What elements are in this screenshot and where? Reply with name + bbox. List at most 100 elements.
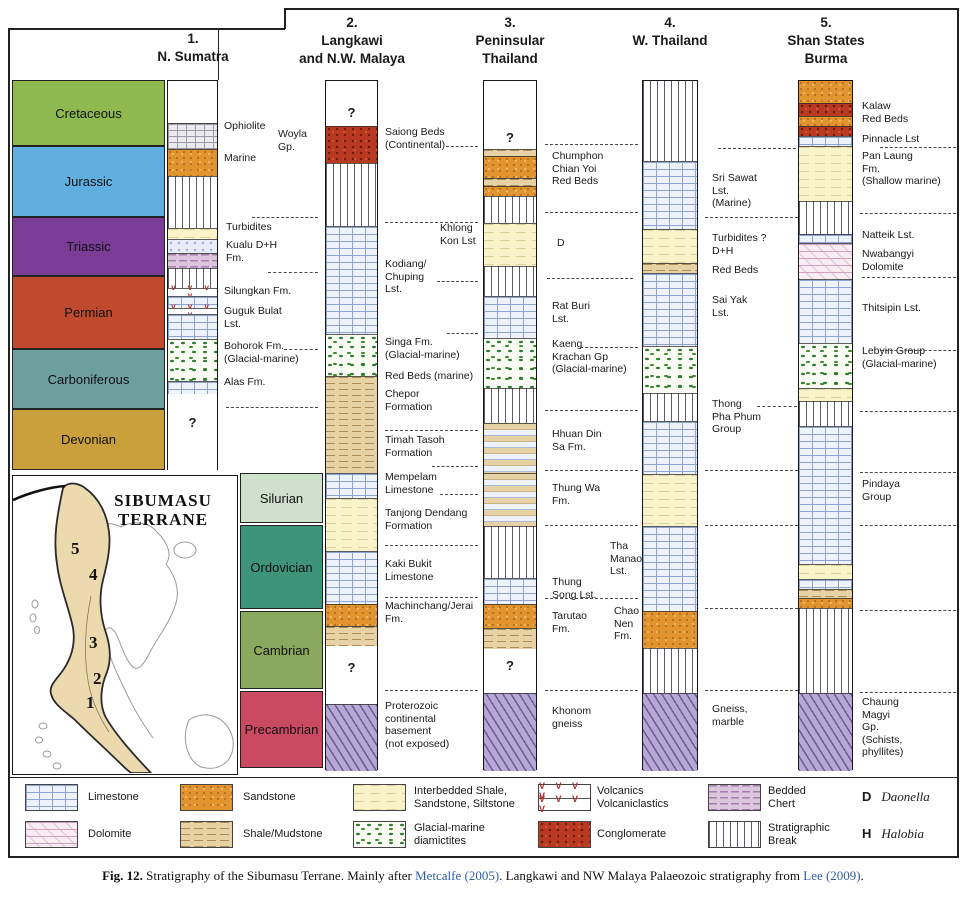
leader-dash: [432, 466, 478, 467]
map-number-1: 1: [86, 693, 95, 712]
segment-sandstone: [484, 186, 536, 196]
column-n-sumatra: v v v vv v v v: [167, 80, 218, 471]
unit-label: Kualu D+H Fm.: [226, 239, 278, 264]
leader-dash: [580, 347, 638, 348]
period-label: Devonian: [61, 432, 116, 447]
segment-limestone: [643, 161, 697, 229]
unit-label: Rat Buri Lst.: [552, 300, 590, 325]
period-permian: Permian: [12, 276, 165, 349]
period-silurian: Silurian: [240, 473, 323, 523]
segment-limestone: [168, 314, 217, 339]
figure-caption: Fig. 12. Stratigraphy of the Sibumasu Te…: [0, 868, 966, 884]
legend-label: Sandstone: [243, 791, 296, 803]
legend-swatch-stratbreak: [708, 821, 761, 848]
column-title-1: 1. N. Sumatra: [157, 31, 229, 64]
segment-conglomerate: [799, 103, 852, 116]
unit-label: Mempelam Limestone: [385, 471, 437, 496]
column-title-2: 2. Langkawi and N.W. Malaya: [299, 15, 405, 66]
segment-interbedded: [799, 146, 852, 201]
segment-shale: [326, 376, 377, 473]
unit-label: Lebyin Group (Glacial-marine): [862, 345, 937, 370]
caption-fig-label: Fig. 12.: [102, 868, 143, 883]
segment-shale: [484, 178, 536, 186]
leader-dash: [705, 690, 798, 691]
leader-dash: [545, 525, 638, 526]
segment-stratbreak: [326, 163, 377, 226]
segment-limestone: [643, 273, 697, 346]
period-label: Cretaceous: [55, 105, 122, 121]
period-label: Permian: [64, 305, 113, 320]
segment-diamictite: [484, 338, 536, 388]
legend-label: Dolomite: [88, 828, 132, 840]
volcanics-v-marks: v v v v: [171, 282, 214, 299]
period-label: Triassic: [66, 239, 111, 254]
segment-blank: [326, 81, 377, 126]
period-carboniferous: Carboniferous: [12, 349, 165, 409]
segment-stratbreak: [799, 201, 852, 234]
uncertainty-question-mark: ?: [506, 658, 514, 673]
map-number-4: 4: [89, 565, 98, 584]
unit-label: Woyla Gp.: [278, 128, 307, 153]
segment-volcanics: v v v v: [168, 283, 217, 299]
unit-label: Chao Nen Fm.: [614, 605, 640, 642]
legend-swatch-limestone: [25, 784, 78, 811]
legend-label: Volcanics Volcaniclastics: [597, 785, 669, 810]
leader-dash: [757, 406, 797, 407]
leader-dash: [860, 213, 956, 214]
map-locality-numbers: 54 3 2 1: [71, 539, 102, 712]
segment-blank: [168, 394, 217, 471]
leader-dash: [284, 349, 318, 350]
segment-stratbreak: [799, 608, 852, 693]
column-peninsular-thailand: [483, 80, 537, 771]
map-number-5: 5: [71, 539, 80, 558]
legend-label: Glacial-marine diamictites: [414, 822, 485, 847]
legend-label: Shale/Mudstone: [243, 828, 323, 840]
leader-dash: [862, 277, 956, 278]
border-left: [8, 28, 10, 858]
leader-dash: [447, 333, 478, 334]
segment-sandstone: [484, 604, 536, 628]
unit-label: Chepor Formation: [385, 388, 433, 413]
segment-limestone: [168, 381, 217, 394]
column-langkawi: [325, 80, 378, 771]
citation-link-metcalfe[interactable]: Metcalfe (2005): [415, 868, 500, 883]
unit-label: Chaung Magyi Gp. (Schists, phyllites): [862, 696, 904, 758]
legend-swatch-conglomerate: [538, 821, 591, 848]
unit-label: Chumphon Chian Yoi Red Beds: [552, 150, 604, 187]
volcanics-upper: V V V V: [539, 781, 590, 801]
leader-dash: [252, 217, 318, 218]
segment-interbedded: [643, 229, 697, 263]
map-svg: SIBUMASU TERRANE 54 3 2 1: [12, 482, 234, 774]
leader-dash: [705, 525, 798, 526]
segment-dolomiteblue: [168, 239, 217, 253]
segment-stratbreak: [643, 648, 697, 693]
unit-label: Kalaw Red Beds: [862, 100, 909, 125]
segment-conglomerate: [799, 126, 852, 136]
leader-dash: [545, 212, 638, 213]
legend-swatch-shale: [180, 821, 233, 848]
period-cambrian: Cambrian: [240, 611, 323, 689]
legend-label: Stratigraphic Break: [768, 822, 830, 847]
uncertainty-question-mark: ?: [506, 130, 514, 145]
segment-diamictite: [643, 346, 697, 393]
map-title-line1: SIBUMASU: [114, 491, 212, 510]
legend-swatch-chert: [708, 784, 761, 811]
unit-label: Thong Pha Phum Group: [712, 398, 762, 435]
leader-dash: [860, 525, 956, 526]
segment-shale: [484, 628, 536, 649]
segment-sandstone: [799, 598, 852, 608]
period-label: Precambrian: [244, 722, 319, 737]
citation-link-lee[interactable]: Lee (2009): [803, 868, 861, 883]
leader-dash: [545, 144, 638, 145]
unit-label: Natteik Lst.: [862, 229, 915, 241]
leader-dash: [545, 410, 638, 411]
unit-label: Red Beds: [712, 264, 759, 276]
segment-stratbreak: [484, 196, 536, 223]
unit-label: Hhuan Din Sa Fm.: [552, 428, 602, 453]
leader-dash: [385, 430, 478, 431]
segment-stratbreak: [643, 393, 697, 421]
segment-chert: [168, 253, 217, 268]
